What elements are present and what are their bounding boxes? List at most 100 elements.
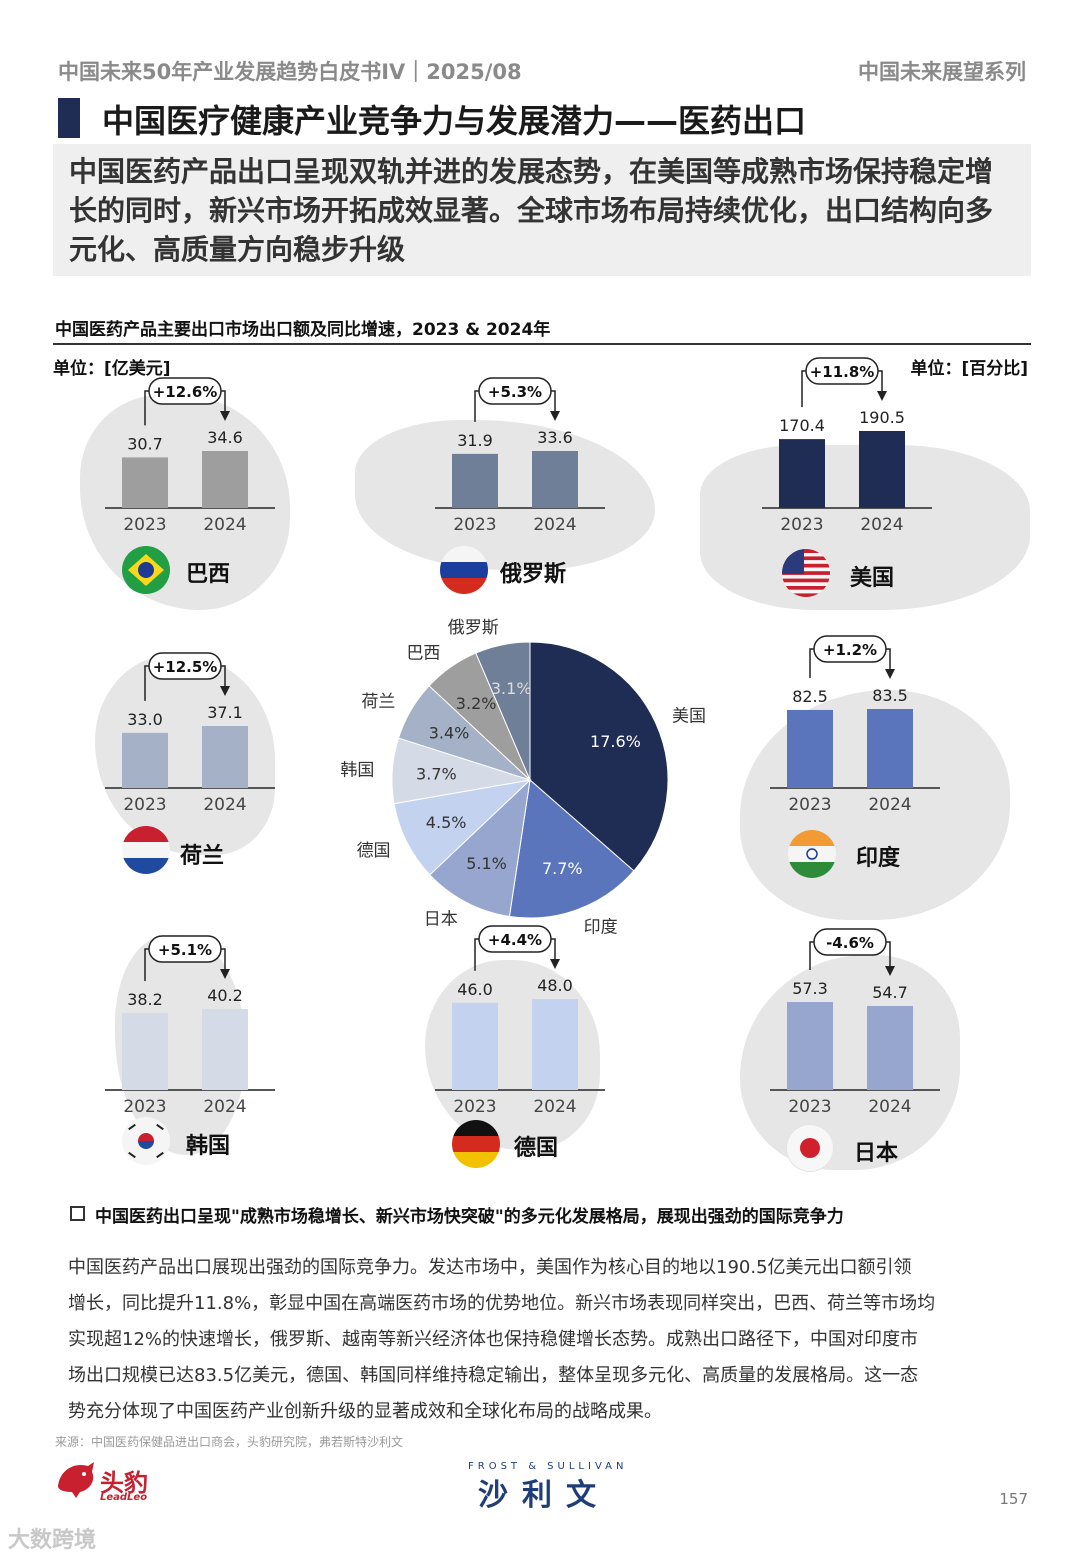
header-left: 中国未来50年产业发展趋势白皮书IV｜2025/08: [58, 60, 522, 84]
bar-2024: [532, 999, 578, 1090]
leadleo-logo-icon: [54, 1456, 98, 1504]
bar-2023: [452, 453, 498, 508]
bar-value-label: 40.2: [207, 986, 243, 1005]
bar-value-label: 34.6: [207, 428, 243, 447]
russia-label: 俄罗斯: [500, 562, 567, 587]
year-tick-label: 2023: [453, 515, 496, 535]
body-line: 势充分体现了中国医药产业创新升级的显著成效和全球化布局的战略成果。: [68, 1401, 662, 1422]
mini-bar-svg: 31.9 2023 33.6 2024 +5.3%: [435, 377, 605, 535]
key-finding-text: 中国医药出口呈现"成熟市场稳增长、新兴市场快突破"的多元化发展格局，展现出强劲的…: [95, 1207, 844, 1227]
mini-bar-svg: 30.7 2023 34.6 2024 +12.6%: [105, 377, 275, 535]
growth-rate-label: -4.6%: [826, 934, 874, 952]
pie-slice-label: 荷兰: [361, 692, 395, 712]
bar-2024: [867, 709, 913, 788]
growth-rate-label: +1.2%: [823, 641, 877, 659]
body-line: 场出口规模已达83.5亿美元，德国、韩国同样维持稳定输出，整体呈现多元化、高质量…: [68, 1365, 919, 1386]
germany-flag-icon: [452, 1120, 500, 1168]
year-tick-label: 2023: [123, 795, 166, 815]
year-tick-label: 2024: [203, 515, 246, 535]
page-title: 中国医疗健康产业竞争力与发展潜力——医药出口: [102, 102, 807, 140]
unit-right: 单位：[百分比]: [910, 359, 1028, 379]
growth-arrow-icon: [220, 969, 230, 979]
pie-slice-label: 俄罗斯: [448, 618, 499, 638]
pie-slice-value: 5.1%: [466, 854, 507, 873]
usa-label: 美国: [850, 566, 895, 591]
year-tick-label: 2024: [860, 515, 903, 535]
bar-value-label: 83.5: [872, 686, 908, 705]
bar-2024: [867, 1005, 913, 1090]
year-tick-label: 2023: [788, 795, 831, 815]
germany-label: 德国: [514, 1136, 559, 1161]
mini-bar-svg: 46.0 2023 48.0 2024 +4.4%: [435, 925, 605, 1117]
bar-value-label: 31.9: [457, 431, 493, 450]
bar-2023: [787, 709, 833, 788]
mini-bar-svg: 170.4 2023 190.5 2024 +11.8%: [762, 357, 932, 535]
mini-bar-svg: 57.3 2023 54.7 2024 -4.6%: [770, 928, 940, 1117]
leadleo-logo-subtext: LeadLeo: [100, 1492, 148, 1503]
netherlands-flag-icon: [122, 826, 170, 874]
netherlands-bar-chart: 33.0 2023 37.1 2024 +12.5%: [95, 650, 285, 820]
pie-slice-label: 韩国: [340, 760, 374, 780]
growth-rate-label: +5.3%: [488, 383, 542, 401]
year-tick-label: 2023: [780, 515, 823, 535]
pie-slice-日本: [429, 778, 531, 918]
year-tick-label: 2024: [868, 1097, 911, 1117]
watermark-text: 大数跨境: [8, 1528, 97, 1553]
germany-bar-chart: 46.0 2023 48.0 2024 +4.4%: [425, 923, 615, 1122]
bar-2023: [452, 1002, 498, 1090]
pie-slice-value: 3.4%: [429, 724, 470, 743]
pie-slice-value: 17.6%: [590, 732, 641, 751]
bar-value-label: 33.0: [127, 710, 163, 729]
korea-bar-chart: 38.2 2023 40.2 2024 +5.1%: [95, 933, 285, 1122]
growth-arrow-icon: [885, 965, 895, 976]
bar-value-label: 54.7: [872, 983, 908, 1002]
title-accent-bar: [58, 98, 80, 138]
bar-value-label: 82.5: [792, 687, 828, 706]
bar-value-label: 30.7: [127, 434, 163, 453]
growth-badge: [148, 377, 222, 405]
body-line: 实现超12%的快速增长，俄罗斯、越南等新兴经济体也保持稳健增长态势。成熟出口路径…: [68, 1329, 919, 1350]
brazil-bar-chart: 30.7 2023 34.6 2024 +12.6%: [95, 375, 285, 540]
pie-slice-label: 印度: [584, 917, 618, 937]
growth-rate-label: +5.1%: [158, 941, 212, 959]
unit-left: 单位：[亿美元]: [53, 359, 171, 379]
india-bar-chart: 82.5 2023 83.5 2024 +1.2%: [760, 633, 950, 820]
key-finding-bullet: 中国医药出口呈现"成熟市场稳增长、新兴市场快突破"的多元化发展格局，展现出强劲的…: [70, 1202, 844, 1227]
year-tick-label: 2024: [203, 1097, 246, 1117]
growth-badge: [813, 635, 887, 663]
growth-rate-label: +12.5%: [153, 658, 218, 676]
pie-slice-label: 美国: [672, 707, 706, 727]
brazil-map-silhouette: [80, 395, 290, 610]
bar-value-label: 170.4: [779, 416, 825, 435]
growth-rate-label: +11.8%: [810, 363, 875, 381]
japan-map-silhouette: [740, 955, 960, 1170]
pie-chart: 17.6% 美国 7.7% 印度 5.1% 日本 4.5% 德国 3.7% 韩国 3.4% 荷兰 3.2…: [340, 618, 706, 937]
pie-slice-value: 3.1%: [491, 679, 532, 698]
growth-badge: [478, 925, 552, 953]
growth-arrow-icon: [550, 411, 560, 421]
bar-value-label: 46.0: [457, 980, 493, 999]
brazil-label: 巴西: [186, 562, 231, 587]
growth-arrow-icon: [220, 686, 230, 696]
korea-flag-icon: [122, 1117, 170, 1165]
growth-rate-label: +12.6%: [153, 383, 218, 401]
year-tick-label: 2024: [533, 515, 576, 535]
frost-sullivan-logo-top: FROST & SULLIVAN: [468, 1461, 628, 1472]
russia-flag-icon: [440, 546, 488, 594]
body-line: 中国医药产品出口展现出强劲的国际竞争力。发达市场中，美国作为核心目的地以190.…: [68, 1257, 912, 1278]
source-note: 来源：中国医药保健品进出口商会，头豹研究院，弗若斯特沙利文: [55, 1435, 404, 1449]
bar-value-label: 57.3: [792, 979, 828, 998]
pie-slice-德国: [393, 779, 532, 876]
header-right: 中国未来展望系列: [858, 60, 1026, 84]
chart-heading: 中国医药产品主要出口市场出口额及同比增速，2023 & 2024年: [55, 320, 551, 340]
year-tick-label: 2023: [123, 1097, 166, 1117]
body-line: 增长，同比提升11.8%，彰显中国在高端医药市场的优势地位。新兴市场表现同样突出…: [68, 1293, 936, 1314]
bar-value-label: 38.2: [127, 990, 163, 1009]
russia-bar-chart: 31.9 2023 33.6 2024 +5.3%: [425, 375, 615, 540]
bar-2024: [202, 726, 248, 788]
mini-bar-svg: 38.2 2023 40.2 2024 +5.1%: [105, 935, 275, 1117]
pie-slice-label: 德国: [357, 841, 391, 861]
year-tick-label: 2024: [533, 1097, 576, 1117]
bar-2023: [122, 1013, 168, 1090]
chart-heading-rule: [53, 343, 1031, 345]
